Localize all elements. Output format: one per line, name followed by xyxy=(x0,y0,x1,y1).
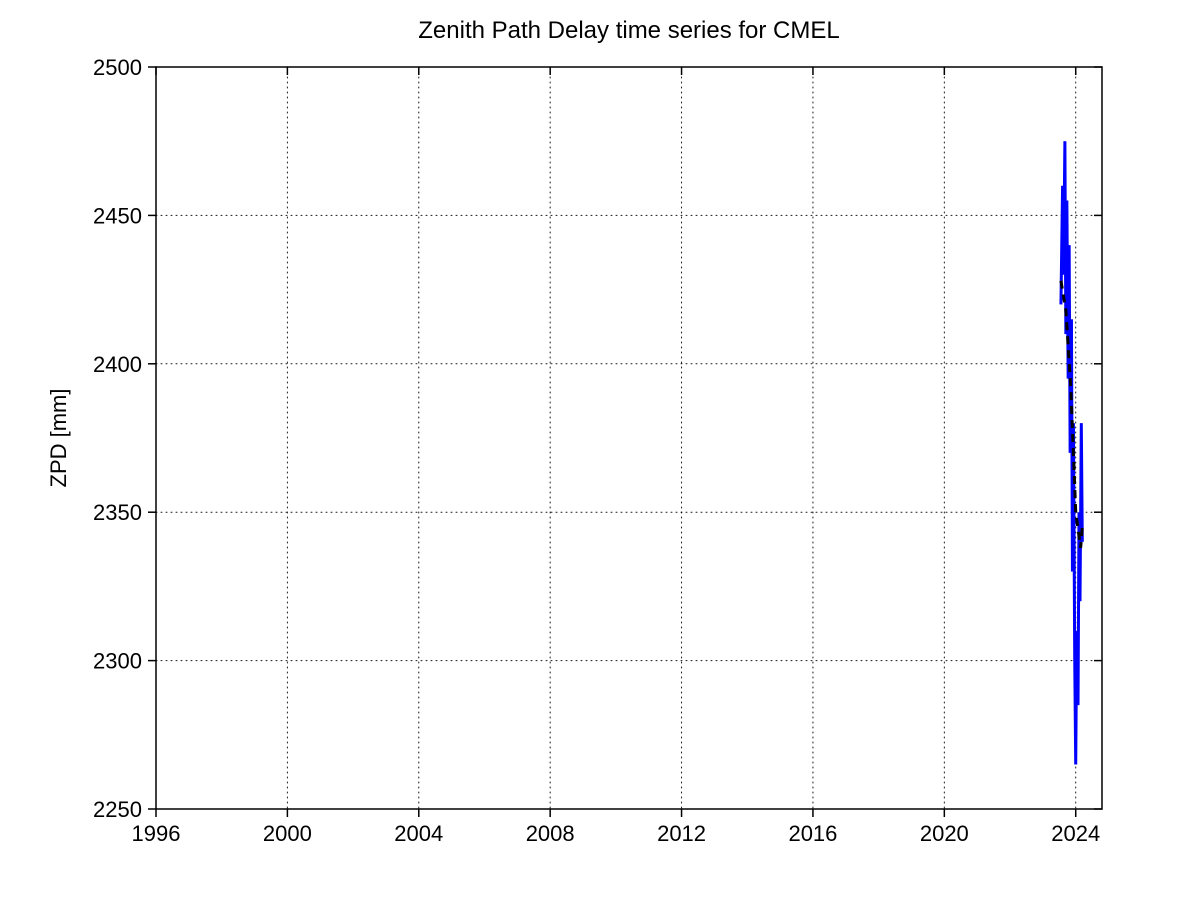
y-tick-label: 2500 xyxy=(93,55,142,80)
x-tick-label: 2012 xyxy=(657,821,706,846)
x-tick-label: 2000 xyxy=(263,821,312,846)
x-tick-label: 1996 xyxy=(132,821,181,846)
y-tick-label: 2300 xyxy=(93,649,142,674)
chart-title: Zenith Path Delay time series for CMEL xyxy=(418,17,840,44)
y-tick-label: 2250 xyxy=(93,797,142,822)
x-tick-label: 2016 xyxy=(788,821,837,846)
y-axis-label: ZPD [mm] xyxy=(46,389,71,488)
x-tick-label: 2024 xyxy=(1051,821,1100,846)
y-tick-label: 2450 xyxy=(93,203,142,228)
zpd-chart: 1996 2000 2004 2008 2012 2016 2020 2024 2250 2300… xyxy=(0,0,1201,901)
x-tick-label: 2008 xyxy=(526,821,575,846)
y-tick-label: 2400 xyxy=(93,352,142,377)
chart-container: 1996 2000 2004 2008 2012 2016 2020 2024 2250 2300… xyxy=(0,0,1201,901)
x-tick-label: 2020 xyxy=(920,821,969,846)
x-tick-label: 2004 xyxy=(394,821,443,846)
y-tick-label: 2350 xyxy=(93,500,142,525)
